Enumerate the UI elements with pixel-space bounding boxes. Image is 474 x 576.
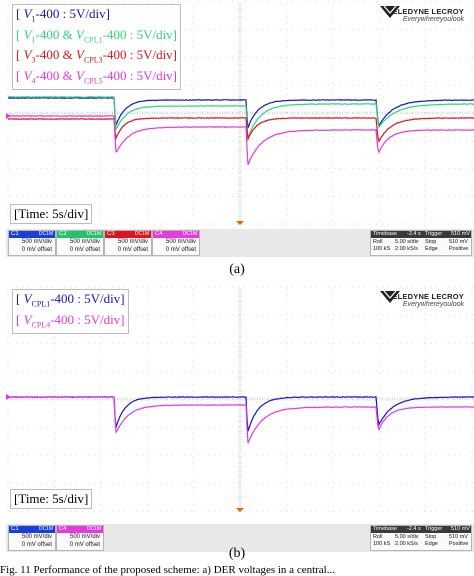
timebase-rate: 5.00 s/div	[395, 239, 419, 245]
timebase-samples: 100 kS	[373, 246, 391, 252]
status-bar-a: C1 DC1M 500 mV/div 0 mV offset C2 DC1M 5…	[6, 229, 474, 257]
channel-coupling: DC1M	[38, 231, 53, 237]
channel-name: C4	[59, 526, 67, 532]
trigger-title: Trigger	[425, 526, 443, 532]
channel-scale: 500 mV/div	[21, 239, 52, 245]
timebase-title: Timebase	[373, 231, 397, 237]
brand-tagline: Everywhereyoulook	[402, 15, 464, 23]
channel-offset: 0 mV offset	[69, 542, 100, 548]
trace-v1-vcpl1	[8, 96, 474, 138]
scope-screen-a: [ V1-400 : 5V/div] [ V1-400 & VCPL1-400 :…	[6, 0, 474, 226]
trigger-level: 510 mV	[451, 526, 470, 532]
legend-entry: [ V1-400 : 5V/div]	[16, 6, 110, 24]
time-scale-label-a: [Time: 5s/div]	[10, 204, 93, 224]
channel-box-c1[interactable]: C1 DC1M 500 mV/div 0 mV offset	[8, 525, 56, 551]
timebase-mode: Roll	[373, 239, 383, 245]
caption-a: (a)	[229, 262, 245, 277]
channel-coupling: DC1M	[38, 526, 53, 532]
legend-entry: [ V3-400 & VCPL3-400 : 5V/div]	[16, 47, 178, 65]
trigger-mode: Stop	[425, 239, 437, 245]
channel-name: C2	[59, 231, 67, 237]
brand-name: TELEDYNE LECROY	[387, 291, 464, 301]
timebase-delay: -2.4 s	[407, 231, 421, 237]
channel-scale: 500 mV/div	[21, 534, 52, 540]
brand-tagline: Everywhereyoulook	[402, 300, 464, 308]
trace-vcpl4	[7, 396, 474, 444]
timebase-panel[interactable]: Timebase -2.4 s Trigger 510 mV Roll 5.00…	[370, 230, 472, 256]
channel-coupling: DC1M	[86, 231, 101, 237]
brand-name: TELEDYNE LECROY	[387, 6, 464, 16]
oscilloscope-panel-b: [ VCPL1-400 : 5V/div] [ VCPL4-400 : 5V/di…	[0, 285, 474, 552]
channel-name: C1	[11, 526, 19, 532]
channel-offset: 0 mV offset	[21, 542, 52, 548]
timebase-rate: 5.00 s/div	[395, 534, 419, 540]
caption-b: (b)	[228, 546, 246, 561]
trace-v4-vcpl5	[7, 115, 474, 165]
timebase-panel[interactable]: Timebase -2.4 s Trigger 510 mV Roll 5.00…	[370, 525, 472, 551]
channel-coupling: DC1M	[134, 231, 149, 237]
figure-caption: Fig. 11 Performance of the proposed sche…	[0, 564, 335, 576]
channel-marker-icon	[6, 394, 11, 400]
trigger-mode: Stop	[425, 534, 437, 540]
channel-coupling: DC1M	[86, 526, 101, 532]
channel-name: C3	[107, 231, 115, 237]
trace-v1	[7, 97, 474, 129]
timebase-title: Timebase	[373, 526, 397, 532]
trigger-type: Edge	[425, 246, 438, 252]
legend-entry: [ V4-400 & VCPL5-400 : 5V/div]	[16, 67, 178, 86]
channel-box-c3[interactable]: C3 DC1M 500 mV/div 0 mV offset	[104, 230, 152, 256]
teledyne-lecroy-logo: TELEDYNE LECROY Everywhereyoulook	[380, 291, 464, 309]
channel-scale: 500 mV/div	[69, 239, 100, 245]
channel-scale: 500 mV/div	[117, 239, 148, 245]
trigger-marker-icon	[236, 508, 244, 512]
channel-coupling: DC1M	[182, 231, 197, 237]
channel-offset: 0 mV offset	[117, 247, 148, 253]
channel-name: C1	[11, 231, 19, 237]
timebase-delay: -2.4 s	[407, 526, 421, 532]
trace-v3-vcpl3	[7, 117, 474, 143]
timebase-samples: 100 kS	[373, 541, 391, 547]
trigger-title: Trigger	[425, 231, 443, 237]
trace-legend-a: [ V1-400 : 5V/div] [ V1-400 & VCPL1-400 :…	[12, 4, 182, 91]
trigger-type: Edge	[425, 541, 438, 547]
channel-offset: 0 mV offset	[21, 247, 52, 253]
channel-offset: 0 mV offset	[69, 247, 100, 253]
trigger-level-2: 510 mV	[449, 534, 468, 540]
channel-offset: 0 mV offset	[165, 247, 196, 253]
trigger-level-2: 510 mV	[449, 239, 468, 245]
scope-screen-b: [ VCPL1-400 : 5V/div] [ VCPL4-400 : 5V/di…	[6, 285, 474, 513]
channel-scale: 500 mV/div	[165, 239, 196, 245]
channel-marker-icon	[6, 113, 11, 119]
channel-box-c4[interactable]: C4 DC1M 500 mV/div 0 mV offset	[56, 525, 104, 551]
trigger-marker-icon	[236, 221, 244, 225]
waveform-plot-b	[6, 286, 474, 512]
time-scale-label-b: [Time: 5s/div]	[10, 489, 93, 509]
channel-box-c4[interactable]: C4 DC1M 500 mV/div 0 mV offset	[152, 230, 200, 256]
timebase-sample-rate: 2.00 kS/s	[395, 246, 418, 252]
channel-box-c1[interactable]: C1 DC1M 500 mV/div 0 mV offset	[8, 230, 56, 256]
trigger-level: 510 mV	[451, 231, 470, 237]
trace-legend-b: [ VCPL1-400 : 5V/div] [ VCPL4-400 : 5V/di…	[12, 289, 129, 335]
channel-box-c2[interactable]: C2 DC1M 500 mV/div 0 mV offset	[56, 230, 104, 256]
timebase-mode: Roll	[373, 534, 383, 540]
grid	[7, 1, 473, 225]
oscilloscope-panel-a: [ V1-400 : 5V/div] [ V1-400 & VCPL1-400 :…	[0, 0, 474, 257]
status-bar-b: C1 DC1M 500 mV/div 0 mV offset C4 DC1M 5…	[6, 524, 474, 552]
legend-entry: [ VCPL1-400 : 5V/div]	[16, 291, 125, 309]
teledyne-lecroy-logo: TELEDYNE LECROY Everywhereyoulook	[380, 6, 464, 24]
timebase-sample-rate: 2.00 kS/s	[395, 541, 418, 547]
trigger-slope: Positive	[449, 246, 469, 252]
legend-entry: [ VCPL4-400 : 5V/div]	[16, 311, 125, 330]
channel-name: C4	[155, 231, 163, 237]
channel-scale: 500 mV/div	[69, 534, 100, 540]
waveform-plot-a	[6, 1, 474, 225]
trigger-slope: Positive	[449, 541, 469, 547]
legend-entry: [ V1-400 & VCPL1-400 : 5V/div]	[16, 26, 178, 45]
